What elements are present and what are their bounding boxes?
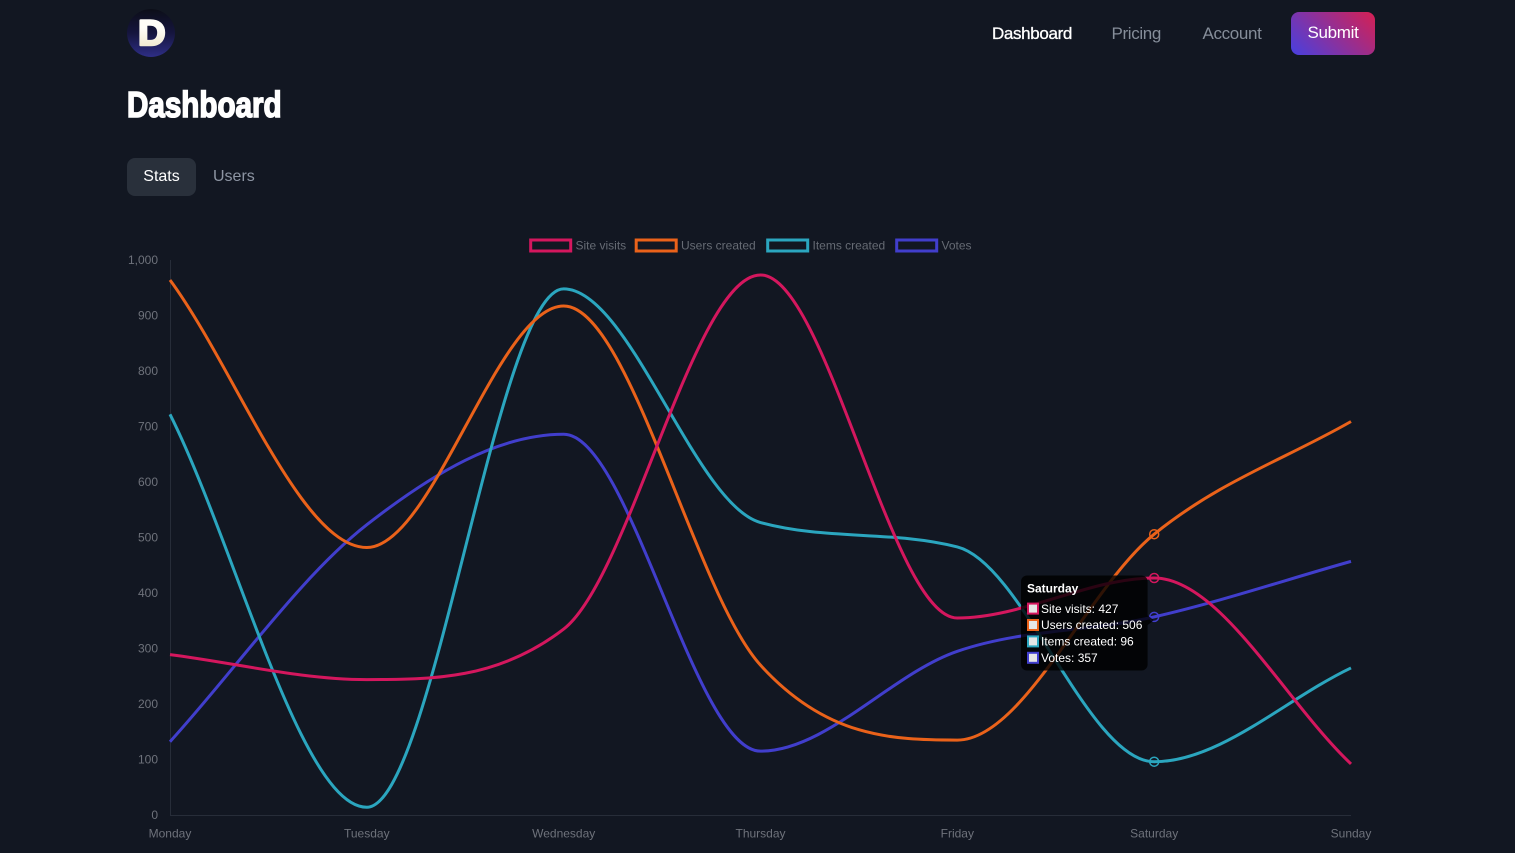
svg-text:1,000: 1,000 — [128, 253, 158, 267]
svg-text:Thursday: Thursday — [735, 827, 785, 841]
svg-text:700: 700 — [138, 420, 158, 434]
svg-text:300: 300 — [138, 642, 158, 656]
svg-text:Votes: Votes — [942, 239, 972, 253]
svg-text:Friday: Friday — [941, 827, 974, 841]
svg-text:Saturday: Saturday — [1027, 581, 1079, 595]
svg-text:Items created: 96: Items created: 96 — [1041, 635, 1134, 649]
svg-text:Sunday: Sunday — [1331, 827, 1372, 841]
svg-text:Users created: 506: Users created: 506 — [1041, 618, 1143, 632]
svg-text:200: 200 — [138, 697, 158, 711]
svg-text:0: 0 — [151, 808, 158, 822]
svg-text:100: 100 — [138, 753, 158, 767]
svg-text:Wednesday: Wednesday — [532, 827, 595, 841]
svg-text:Site visits: 427: Site visits: 427 — [1041, 602, 1119, 616]
svg-text:600: 600 — [138, 475, 158, 489]
svg-text:Items created: Items created — [813, 239, 886, 253]
svg-text:400: 400 — [138, 586, 158, 600]
svg-text:Saturday: Saturday — [1130, 827, 1178, 841]
svg-text:900: 900 — [138, 309, 158, 323]
svg-text:Monday: Monday — [149, 827, 192, 841]
svg-text:Users created: Users created — [681, 239, 756, 253]
svg-text:800: 800 — [138, 364, 158, 378]
svg-text:Votes: 357: Votes: 357 — [1041, 651, 1098, 665]
svg-text:Site visits: Site visits — [576, 239, 627, 253]
svg-text:Tuesday: Tuesday — [344, 827, 390, 841]
svg-text:500: 500 — [138, 531, 158, 545]
